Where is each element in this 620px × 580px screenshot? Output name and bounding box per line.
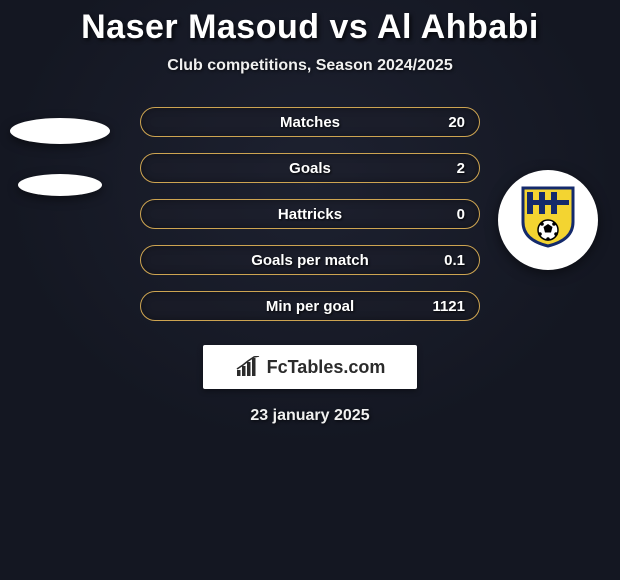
player-right-avatar	[498, 170, 598, 270]
stat-row: Hattricks 0	[140, 199, 480, 229]
stat-right-value: 1121	[432, 298, 465, 315]
stat-label: Goals per match	[251, 252, 369, 269]
stat-row: Matches 20	[140, 107, 480, 137]
club-shield-icon	[519, 184, 577, 248]
comparison-card: Naser Masoud vs Al Ahbabi Club competiti…	[0, 0, 620, 450]
avatar-ellipse-icon	[18, 174, 102, 196]
stat-label: Hattricks	[278, 206, 342, 223]
date-text: 23 january 2025	[0, 407, 620, 425]
stat-row: Goals 2	[140, 153, 480, 183]
stat-right-value: 20	[448, 114, 465, 131]
club-badge-icon	[498, 170, 598, 270]
stat-right-value: 0.1	[444, 252, 465, 269]
stat-label: Matches	[280, 114, 340, 131]
bar-chart-icon	[235, 356, 261, 378]
stat-row: Min per goal 1121	[140, 291, 480, 321]
brand-text: FcTables.com	[267, 357, 386, 378]
stats-list: Matches 20 Goals 2 Hattricks 0 Goals per…	[140, 107, 480, 321]
avatar-ellipse-icon	[10, 118, 110, 144]
stat-row: Goals per match 0.1	[140, 245, 480, 275]
stat-label: Min per goal	[266, 298, 354, 315]
stat-right-value: 0	[457, 206, 465, 223]
player-left-avatar	[10, 118, 110, 218]
stat-right-value: 2	[457, 160, 465, 177]
brand-attribution: FcTables.com	[203, 345, 417, 389]
page-title: Naser Masoud vs Al Ahbabi	[0, 8, 620, 47]
subtitle: Club competitions, Season 2024/2025	[0, 57, 620, 75]
stat-label: Goals	[289, 160, 331, 177]
